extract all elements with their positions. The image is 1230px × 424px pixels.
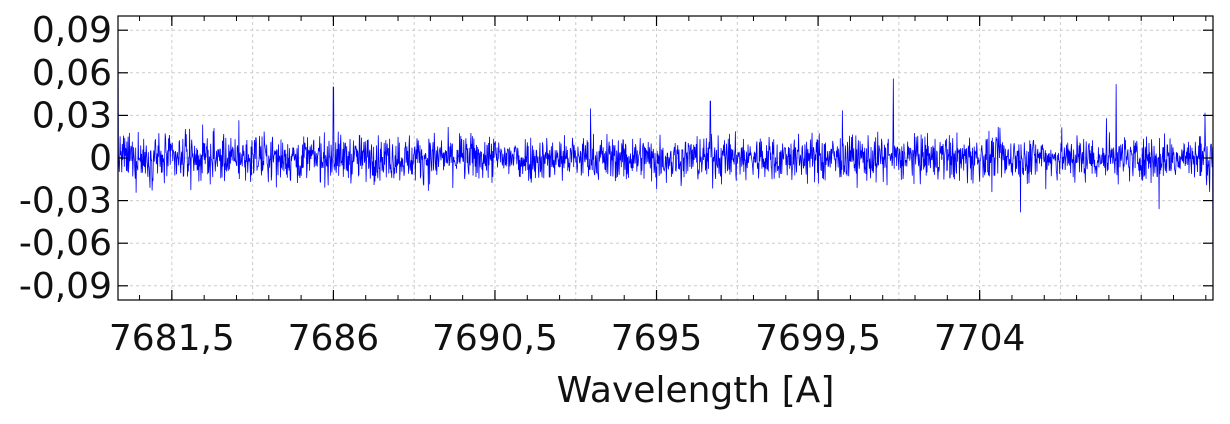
x-tick-label: 7690,5 xyxy=(432,318,558,359)
y-tick-label: -0,09 xyxy=(19,266,112,307)
x-tick-label: 7695 xyxy=(611,318,703,359)
series-line xyxy=(117,15,1214,301)
series-layer xyxy=(117,15,1214,301)
y-tick-labels: 0,090,060,030-0,03-0,06-0,09 xyxy=(19,10,112,307)
x-tick-label: 7681,5 xyxy=(109,318,235,359)
x-tick-label: 7699,5 xyxy=(755,318,881,359)
x-tick-labels: 7681,5 7686 7690,5 7695 7699,5 7704 xyxy=(109,318,1026,359)
y-tick-label: 0,09 xyxy=(32,10,112,51)
x-tick-label: 7686 xyxy=(288,318,380,359)
y-tick-label: -0,03 xyxy=(19,181,112,222)
y-tick-label: -0,06 xyxy=(19,223,112,264)
x-axis-title: Wavelength [A] xyxy=(557,370,835,411)
y-tick-label: 0,06 xyxy=(32,53,112,94)
x-tick-label: 7704 xyxy=(934,318,1026,359)
tick-marks xyxy=(118,16,1213,300)
y-tick-label: 0 xyxy=(89,138,112,179)
y-tick-label: 0,03 xyxy=(32,95,112,136)
grid xyxy=(118,16,1213,300)
